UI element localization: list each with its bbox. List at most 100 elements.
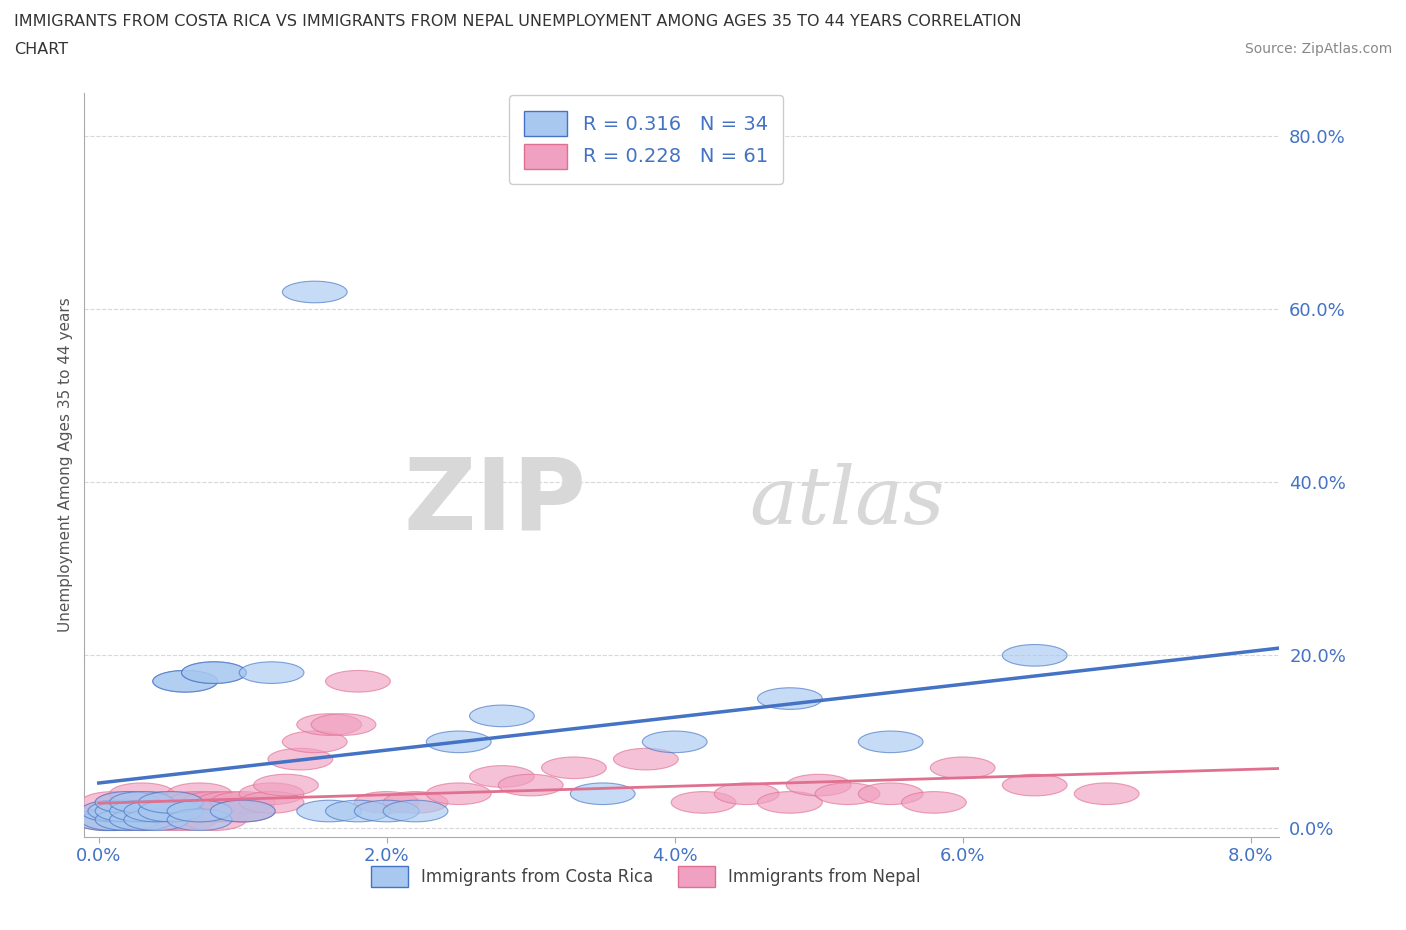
Ellipse shape [901, 791, 966, 813]
Ellipse shape [283, 731, 347, 752]
Ellipse shape [1002, 644, 1067, 666]
Ellipse shape [96, 809, 160, 830]
Ellipse shape [96, 800, 160, 822]
Ellipse shape [181, 800, 246, 822]
Ellipse shape [354, 800, 419, 822]
Ellipse shape [80, 800, 146, 822]
Ellipse shape [181, 662, 246, 684]
Ellipse shape [498, 775, 564, 796]
Ellipse shape [541, 757, 606, 778]
Ellipse shape [96, 800, 160, 822]
Ellipse shape [326, 671, 391, 692]
Ellipse shape [167, 809, 232, 830]
Ellipse shape [239, 783, 304, 804]
Ellipse shape [80, 809, 146, 830]
Ellipse shape [80, 791, 146, 813]
Ellipse shape [758, 791, 823, 813]
Ellipse shape [571, 783, 636, 804]
Ellipse shape [89, 800, 153, 822]
Ellipse shape [181, 662, 246, 684]
Ellipse shape [181, 809, 246, 830]
Ellipse shape [96, 791, 160, 813]
Ellipse shape [124, 800, 188, 822]
Ellipse shape [354, 791, 419, 813]
Ellipse shape [311, 713, 375, 736]
Ellipse shape [138, 791, 202, 813]
Ellipse shape [239, 791, 304, 813]
Ellipse shape [167, 800, 232, 822]
Ellipse shape [211, 800, 276, 822]
Ellipse shape [253, 775, 318, 796]
Ellipse shape [167, 791, 232, 813]
Ellipse shape [297, 713, 361, 736]
Ellipse shape [167, 800, 232, 822]
Ellipse shape [80, 809, 146, 830]
Ellipse shape [110, 809, 174, 830]
Ellipse shape [110, 800, 174, 822]
Text: Source: ZipAtlas.com: Source: ZipAtlas.com [1244, 42, 1392, 56]
Ellipse shape [153, 800, 218, 822]
Ellipse shape [124, 791, 188, 813]
Ellipse shape [269, 749, 333, 770]
Ellipse shape [138, 800, 202, 822]
Ellipse shape [96, 791, 160, 813]
Ellipse shape [124, 809, 188, 830]
Ellipse shape [714, 783, 779, 804]
Ellipse shape [138, 791, 202, 813]
Ellipse shape [110, 791, 174, 813]
Ellipse shape [110, 809, 174, 830]
Ellipse shape [1002, 775, 1067, 796]
Ellipse shape [382, 800, 449, 822]
Ellipse shape [426, 783, 491, 804]
Ellipse shape [858, 731, 924, 752]
Ellipse shape [786, 775, 851, 796]
Ellipse shape [124, 800, 188, 822]
Ellipse shape [815, 783, 880, 804]
Ellipse shape [297, 800, 361, 822]
Ellipse shape [326, 800, 391, 822]
Ellipse shape [1074, 783, 1139, 804]
Ellipse shape [211, 800, 276, 822]
Ellipse shape [110, 783, 174, 804]
Legend: Immigrants from Costa Rica, Immigrants from Nepal: Immigrants from Costa Rica, Immigrants f… [363, 857, 929, 896]
Ellipse shape [167, 800, 232, 822]
Ellipse shape [138, 800, 202, 822]
Ellipse shape [110, 800, 174, 822]
Y-axis label: Unemployment Among Ages 35 to 44 years: Unemployment Among Ages 35 to 44 years [58, 298, 73, 632]
Ellipse shape [167, 783, 232, 804]
Ellipse shape [931, 757, 995, 778]
Ellipse shape [153, 791, 218, 813]
Ellipse shape [73, 809, 138, 830]
Ellipse shape [195, 791, 260, 813]
Ellipse shape [124, 800, 188, 822]
Ellipse shape [211, 791, 276, 813]
Ellipse shape [110, 791, 174, 813]
Ellipse shape [153, 671, 218, 692]
Ellipse shape [124, 800, 188, 822]
Ellipse shape [138, 800, 202, 822]
Ellipse shape [181, 791, 246, 813]
Ellipse shape [153, 671, 218, 692]
Ellipse shape [239, 662, 304, 684]
Ellipse shape [96, 800, 160, 822]
Ellipse shape [211, 800, 276, 822]
Ellipse shape [613, 749, 678, 770]
Text: IMMIGRANTS FROM COSTA RICA VS IMMIGRANTS FROM NEPAL UNEMPLOYMENT AMONG AGES 35 T: IMMIGRANTS FROM COSTA RICA VS IMMIGRANTS… [14, 14, 1022, 29]
Ellipse shape [382, 791, 449, 813]
Text: ZIP: ZIP [404, 454, 586, 551]
Ellipse shape [426, 731, 491, 752]
Ellipse shape [671, 791, 735, 813]
Ellipse shape [470, 705, 534, 726]
Text: CHART: CHART [14, 42, 67, 57]
Ellipse shape [643, 731, 707, 752]
Ellipse shape [96, 809, 160, 830]
Text: atlas: atlas [749, 463, 945, 541]
Ellipse shape [758, 688, 823, 710]
Ellipse shape [858, 783, 924, 804]
Ellipse shape [110, 800, 174, 822]
Ellipse shape [80, 800, 146, 822]
Ellipse shape [470, 765, 534, 788]
Ellipse shape [138, 809, 202, 830]
Ellipse shape [283, 281, 347, 303]
Ellipse shape [73, 809, 138, 830]
